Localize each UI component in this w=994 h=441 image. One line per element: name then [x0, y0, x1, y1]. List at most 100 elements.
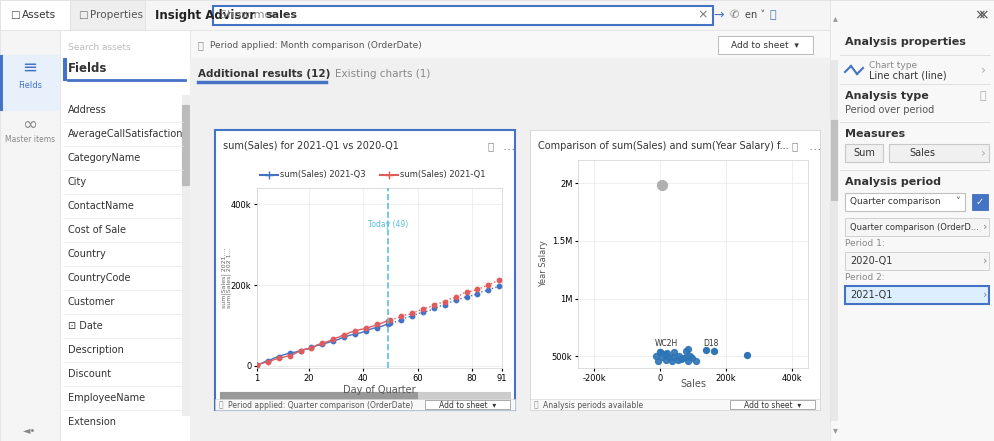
Point	[491, 283, 507, 290]
Point	[658, 357, 674, 364]
Point	[706, 348, 722, 355]
Point	[653, 182, 669, 189]
Bar	[63, 58, 66, 80]
Text: CountryCode: CountryCode	[68, 273, 131, 283]
Text: CategoryName: CategoryName	[68, 153, 141, 163]
Point	[469, 290, 485, 297]
Text: sales: sales	[264, 10, 296, 20]
Bar	[182, 105, 189, 185]
Bar	[215, 399, 515, 410]
Text: Cost of Sale: Cost of Sale	[68, 225, 126, 235]
Text: ContactName: ContactName	[68, 201, 135, 211]
Point	[314, 341, 330, 348]
Text: Additional results (12): Additional results (12)	[198, 69, 330, 79]
Bar	[844, 252, 988, 270]
Text: Sum: Sum	[852, 148, 874, 158]
Text: Comparison of sum(Sales) and sum(Year Salary) f...: Comparison of sum(Sales) and sum(Year Sa…	[538, 141, 788, 151]
Point	[656, 351, 672, 358]
Point	[458, 289, 474, 296]
Text: WC2H: WC2H	[655, 339, 678, 348]
Point	[325, 337, 341, 344]
Text: Analysis periods available: Analysis periods available	[543, 400, 642, 410]
Text: Extension: Extension	[68, 417, 116, 427]
Bar	[0, 0, 70, 30]
Text: Description: Description	[68, 345, 123, 355]
Point	[314, 340, 330, 347]
Text: ⓘ: ⓘ	[979, 91, 985, 101]
Text: Chart type: Chart type	[868, 60, 916, 70]
Text: Sales: Sales	[679, 379, 706, 389]
Point	[491, 276, 507, 283]
Text: sum(Sales) 2021...,
sum(Sales) 202 1...: sum(Sales) 2021..., sum(Sales) 202 1...	[222, 248, 233, 308]
Point	[281, 349, 297, 356]
Text: ⛶: ⛶	[486, 141, 493, 151]
Text: Add to sheet  ▾: Add to sheet ▾	[439, 400, 496, 410]
Point	[675, 354, 691, 361]
Text: Analysis type: Analysis type	[844, 91, 927, 101]
Point	[660, 353, 676, 360]
Text: 2021-Q1: 2021-Q1	[849, 290, 892, 300]
Point	[358, 327, 374, 334]
Point	[648, 352, 664, 359]
Point	[656, 351, 672, 358]
Bar	[220, 392, 416, 399]
Text: Country: Country	[68, 249, 106, 259]
Bar	[730, 400, 814, 409]
Point	[684, 355, 700, 362]
Point	[393, 316, 409, 323]
Point	[369, 321, 385, 328]
Text: Fields: Fields	[18, 81, 42, 90]
Bar	[844, 218, 988, 236]
Point	[404, 312, 419, 319]
Bar	[530, 399, 819, 410]
Point	[303, 344, 319, 351]
Text: Master items: Master items	[5, 135, 55, 145]
Text: ›: ›	[982, 256, 986, 266]
Text: Period over period: Period over period	[844, 105, 933, 115]
Point	[480, 281, 496, 288]
Point	[677, 353, 693, 360]
Point	[447, 294, 463, 301]
Point	[358, 325, 374, 332]
Point	[380, 320, 396, 327]
Text: …: …	[503, 139, 515, 153]
Point	[292, 347, 308, 354]
Text: en ˅: en ˅	[745, 10, 764, 20]
Point	[659, 350, 675, 357]
Text: Discount: Discount	[68, 369, 111, 379]
Point	[382, 320, 398, 327]
Text: Add to sheet  ▾: Add to sheet ▾	[731, 41, 798, 49]
Text: ›: ›	[982, 222, 986, 232]
Text: Period 1:: Period 1:	[844, 239, 884, 248]
Text: ⓘ: ⓘ	[534, 400, 538, 410]
Bar	[829, 0, 994, 441]
Point	[666, 348, 682, 355]
Point	[679, 345, 695, 352]
Text: ▴: ▴	[832, 13, 837, 23]
Text: sum(Sales) 2021-Q3: sum(Sales) 2021-Q3	[279, 171, 365, 179]
Bar	[971, 194, 987, 210]
Text: …: …	[807, 139, 820, 153]
Point	[270, 353, 286, 360]
Point	[425, 305, 441, 312]
Point	[380, 318, 396, 325]
Text: EmployeeName: EmployeeName	[68, 393, 145, 403]
Text: ⊡ Date: ⊡ Date	[68, 321, 102, 331]
Text: Day of Quarter: Day of Quarter	[342, 385, 414, 395]
Text: Customer: Customer	[68, 297, 115, 307]
Text: Show me: Show me	[220, 10, 271, 20]
Point	[480, 287, 496, 294]
Text: □: □	[78, 10, 87, 20]
Bar	[830, 60, 836, 420]
Point	[404, 310, 419, 317]
Point	[458, 293, 474, 300]
Bar	[718, 36, 812, 54]
Text: Address: Address	[68, 105, 106, 115]
Bar	[70, 0, 145, 30]
Text: Add to sheet  ▾: Add to sheet ▾	[744, 400, 801, 410]
Point	[382, 317, 398, 324]
Text: Search assets: Search assets	[68, 44, 130, 52]
Bar	[530, 130, 819, 410]
Text: →: →	[713, 8, 723, 22]
Text: ▾: ▾	[832, 425, 837, 435]
